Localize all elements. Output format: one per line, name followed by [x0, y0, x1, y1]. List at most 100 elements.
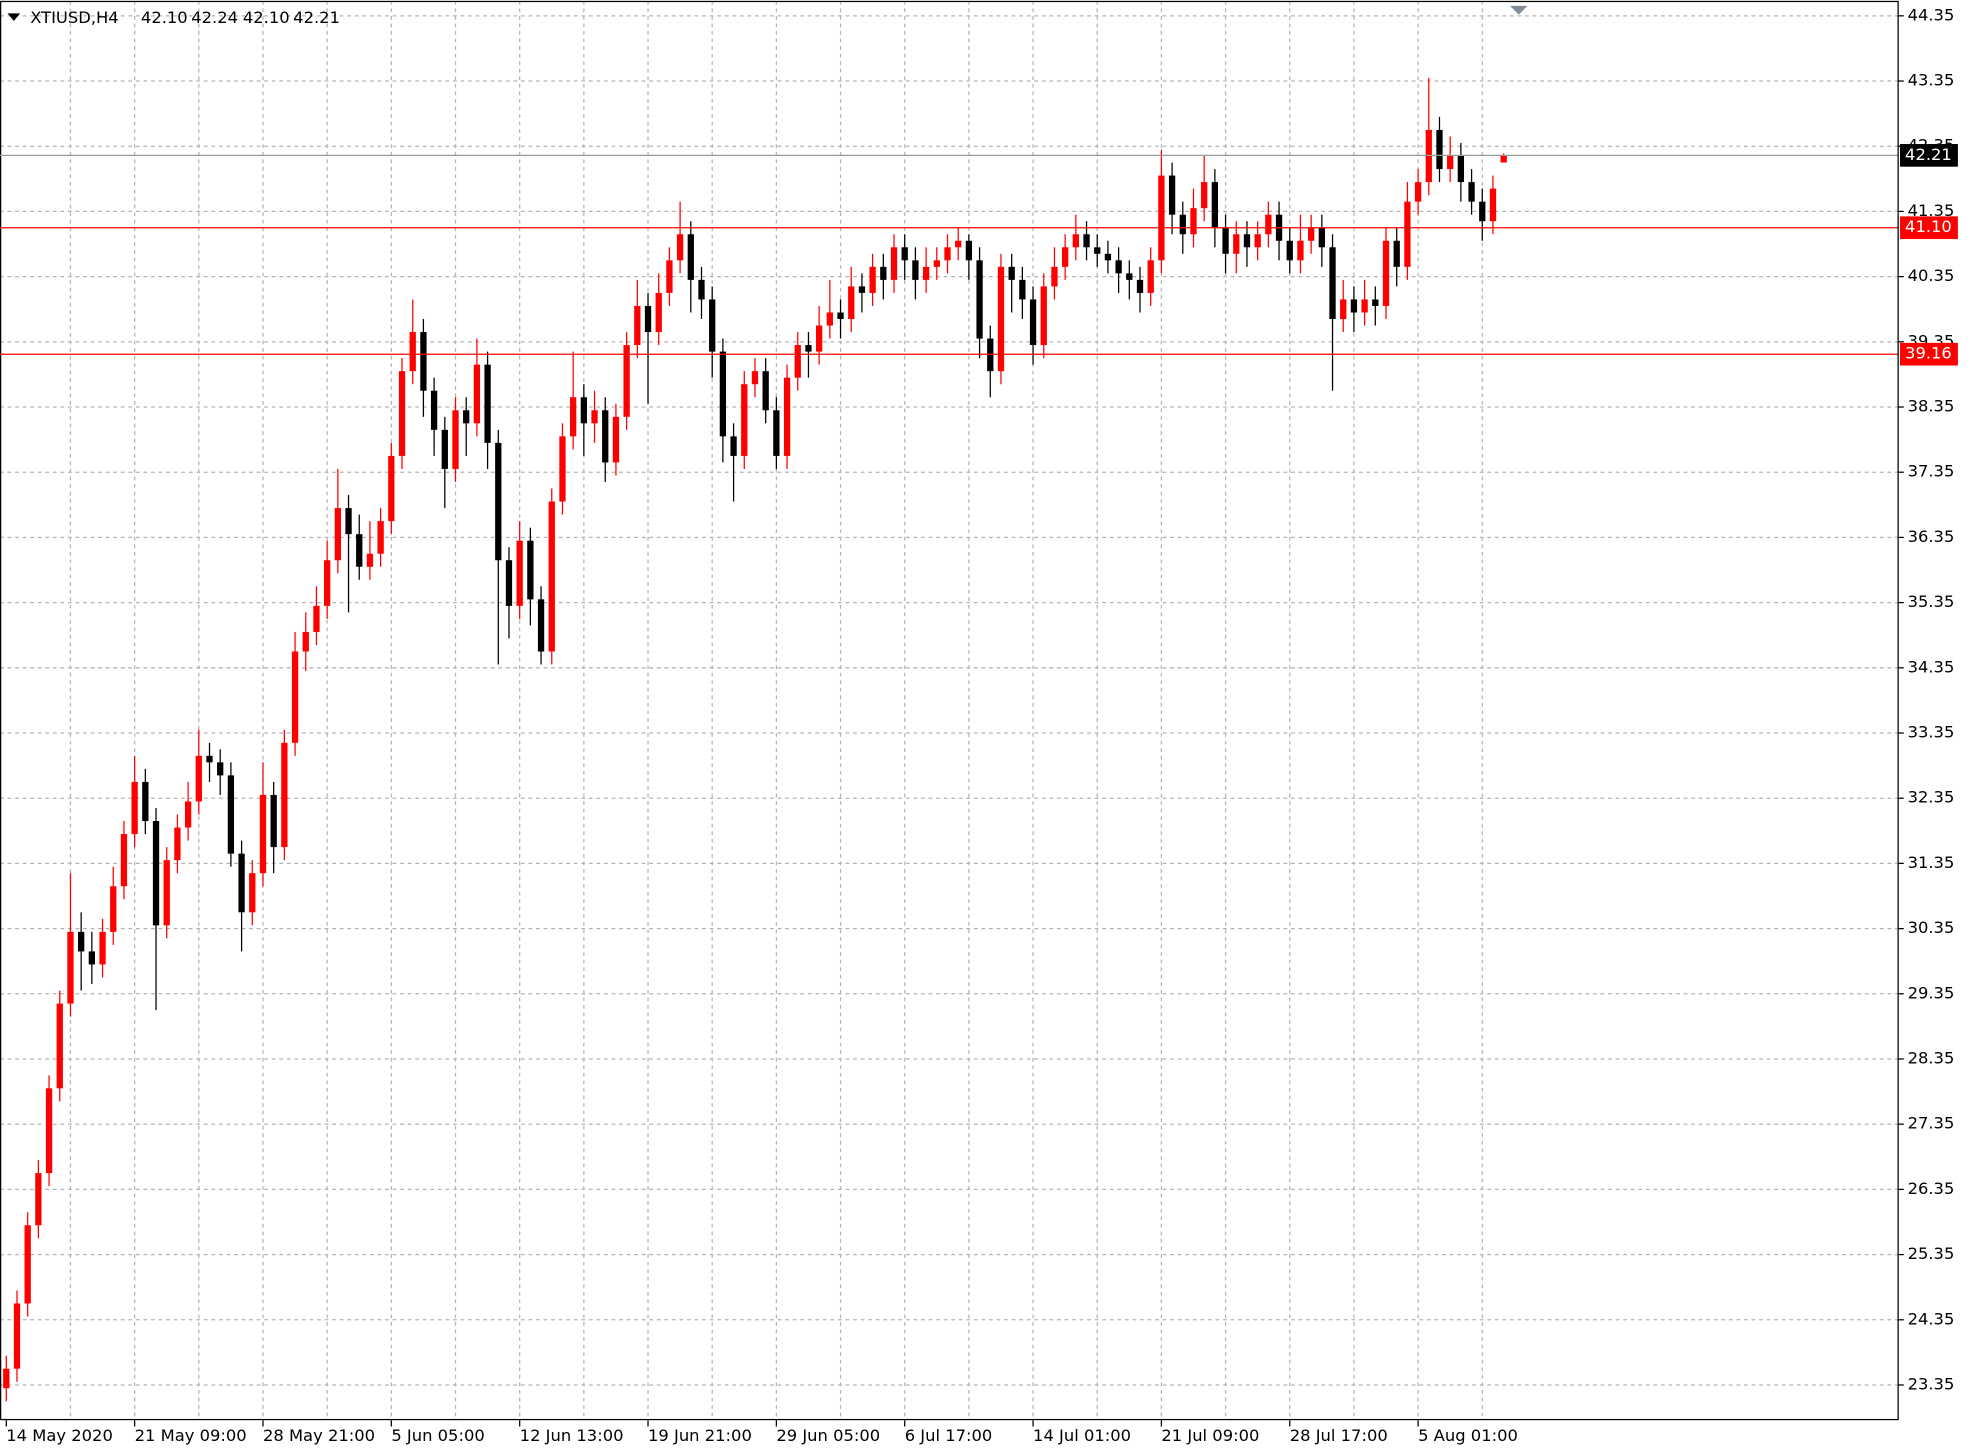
candle-body: [1233, 234, 1240, 254]
candle-body: [580, 397, 587, 424]
x-tick-label: 19 Jun 21:00: [648, 1426, 752, 1445]
candle-body: [741, 384, 748, 456]
symbol-title: XTIUSD,H4: [30, 8, 119, 27]
candle-body: [163, 860, 170, 926]
y-tick-label: 34.35: [1908, 657, 1955, 676]
candle-body: [1190, 208, 1197, 235]
candle-body: [495, 442, 502, 561]
candle-body: [174, 827, 181, 861]
candle-body: [1297, 240, 1304, 261]
candle-body: [270, 794, 277, 848]
current-price-box: [1900, 144, 1958, 167]
candle-body: [976, 260, 983, 339]
candle-body: [441, 429, 448, 469]
candle-body: [1479, 201, 1486, 222]
candle-body: [1083, 234, 1090, 248]
candle-body: [99, 931, 106, 965]
candle-body: [1179, 214, 1186, 235]
candle-body: [805, 345, 812, 352]
grid: [0, 0, 1898, 1421]
candle-body: [1243, 234, 1251, 248]
candle-body: [730, 436, 737, 456]
candle-body: [1425, 129, 1432, 183]
candle-body: [762, 371, 769, 411]
candle-body: [773, 410, 780, 456]
candle-body: [1201, 182, 1208, 209]
candle-body: [1361, 299, 1368, 313]
candle-body: [152, 821, 160, 926]
candle-body: [1265, 214, 1272, 235]
candle-body: [1382, 240, 1390, 306]
candle-body: [965, 240, 973, 261]
x-tick-label: 6 Jul 17:00: [905, 1426, 993, 1445]
candle-body: [719, 351, 727, 437]
candle-body: [324, 560, 331, 606]
candle-body: [1104, 253, 1112, 261]
candle-body: [1500, 155, 1507, 163]
shift-marker: [1509, 5, 1528, 15]
y-tick-label: 36.35: [1908, 527, 1955, 546]
candle-body: [452, 410, 459, 469]
candle-body: [1350, 299, 1358, 313]
y-tick-label: 24.35: [1908, 1309, 1955, 1328]
candle-body: [1414, 182, 1422, 202]
candle-body: [1126, 273, 1133, 280]
candle-body: [987, 338, 994, 372]
candle-body: [291, 651, 299, 743]
candle-body: [1254, 234, 1261, 248]
candle-body: [1372, 299, 1379, 306]
candle-body: [1447, 156, 1454, 170]
plot-frame: [0, 0, 1899, 1421]
candle-body: [880, 266, 887, 280]
candle-body: [398, 371, 406, 456]
dropdown-arrow[interactable]: [7, 13, 21, 21]
y-tick-label: 28.35: [1908, 1048, 1955, 1067]
candle-body: [612, 416, 620, 463]
plot: [3, 77, 1507, 1402]
candle-body: [548, 501, 555, 652]
y-tick-label: 29.35: [1908, 983, 1955, 1002]
candle-body: [195, 755, 202, 802]
candle-body: [1147, 260, 1154, 293]
candle-body: [869, 266, 876, 293]
y-tick-label: 37.35: [1908, 462, 1955, 481]
candle-body: [709, 299, 716, 352]
ohlc-high: 42.24: [191, 8, 238, 27]
candle-body: [1158, 175, 1165, 261]
candle-body: [570, 397, 577, 437]
candle-body: [1222, 227, 1229, 254]
candle-body: [78, 931, 85, 952]
candle-body: [1340, 299, 1347, 320]
candle-body: [591, 410, 598, 424]
x-tick-label: 21 May 09:00: [135, 1426, 247, 1445]
y-tick-label: 31.35: [1908, 853, 1955, 872]
candle-body: [848, 286, 855, 320]
candle-body: [1211, 182, 1219, 228]
candle-body: [698, 279, 705, 300]
candle-body: [110, 886, 117, 932]
candle-body: [56, 1003, 63, 1089]
candle-body: [131, 781, 138, 835]
candle-body: [120, 834, 128, 887]
candle-body: [1329, 247, 1336, 320]
candle-body: [217, 762, 224, 776]
candle-body: [644, 305, 652, 333]
y-tick-label: 23.35: [1908, 1374, 1955, 1393]
y-tick-label: 35.35: [1908, 592, 1955, 611]
candle-body: [206, 755, 213, 763]
candle-body: [377, 521, 384, 554]
candle-body: [1115, 260, 1122, 274]
candle-body: [1468, 182, 1475, 202]
y-tick-label: 30.35: [1908, 918, 1955, 937]
candle-body: [388, 455, 395, 522]
candle-body: [473, 364, 481, 424]
x-tick-label: 5 Jun 05:00: [391, 1426, 484, 1445]
candle-body: [559, 436, 566, 502]
candle-body: [634, 305, 641, 346]
candle-body: [281, 742, 288, 848]
candle-body: [912, 260, 919, 280]
candle-body: [783, 377, 791, 456]
candle-body: [313, 605, 320, 632]
y-tick-label: 25.35: [1908, 1244, 1955, 1263]
